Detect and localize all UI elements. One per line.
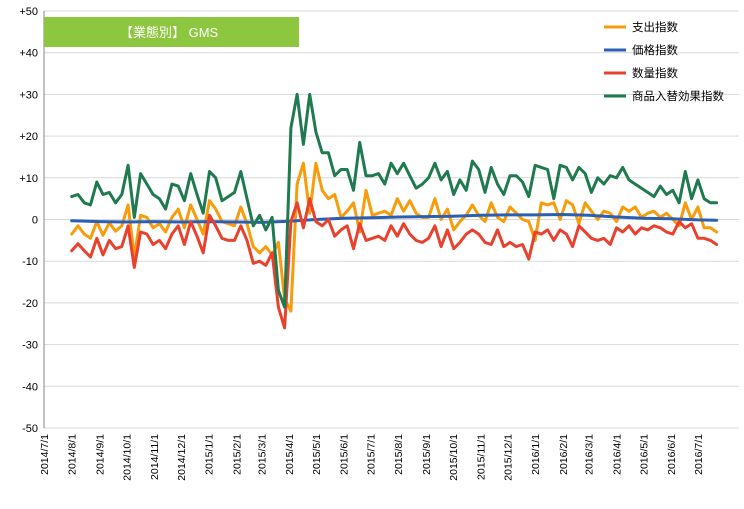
x-axis-ticks: 2014/7/1 2014/8/1 2014/9/1 2014/10/1 2014/11… (39, 434, 705, 481)
series-lines (70, 92, 719, 330)
y-tick-label: +30 (19, 89, 38, 101)
x-tick-label: 2015/6/1 (339, 434, 351, 475)
x-tick-label: 2014/12/1 (176, 434, 188, 481)
legend-label: 価格指数 (632, 43, 678, 57)
y-tick-label: +40 (19, 48, 38, 60)
y-tick-label: 0 (32, 215, 38, 227)
series-line-1 (70, 161, 719, 313)
y-tick-label: -10 (22, 256, 38, 268)
y-tick-label: -30 (22, 340, 38, 352)
legend-label: 数量指数 (632, 66, 678, 80)
y-axis-ticks: +50 +40 +30 +20 +10 0 -10 -20 -30 -40 -50 (19, 6, 38, 435)
x-tick-label: 2014/9/1 (94, 434, 106, 475)
x-tick-label: 2015/12/1 (502, 434, 514, 481)
y-tick-label: +20 (19, 131, 38, 143)
x-tick-label: 2014/7/1 (39, 434, 51, 475)
x-tick-label: 2014/8/1 (67, 434, 79, 475)
x-tick-label: 2016/7/1 (693, 434, 705, 475)
x-tick-label: 2016/2/1 (558, 434, 570, 475)
x-tick-label: 2016/1/1 (530, 434, 542, 475)
x-tick-label: 2016/4/1 (611, 434, 623, 475)
x-tick-label: 2015/4/1 (284, 434, 296, 475)
x-tick-label: 2015/8/1 (393, 434, 405, 475)
gridlines (44, 10, 739, 429)
x-tick-label: 2015/1/1 (204, 434, 216, 475)
title-background (44, 17, 299, 47)
x-tick-label: 2015/3/1 (256, 434, 268, 475)
chart-title: 【業態別】 GMS (120, 25, 219, 40)
y-tick-label: -40 (22, 381, 38, 393)
chart-title-box: 【業態別】 GMS (44, 17, 299, 47)
x-tick-label: 2015/2/1 (231, 434, 243, 475)
x-tick-label: 2015/5/1 (311, 434, 323, 475)
y-tick-label: +50 (19, 6, 38, 18)
x-tick-label: 2014/11/1 (149, 434, 161, 480)
y-tick-label: -20 (22, 298, 38, 310)
x-tick-label: 2015/11/1 (475, 434, 487, 480)
series-line-4 (70, 92, 719, 309)
x-tick-label: 2015/10/1 (448, 434, 460, 481)
series-line-3 (70, 197, 719, 330)
legend-label: 商品入替効果指数 (632, 89, 724, 103)
y-tick-label: +10 (19, 173, 38, 185)
x-tick-label: 2016/6/1 (666, 434, 678, 475)
y-tick-label: -50 (22, 423, 38, 435)
x-tick-label: 2016/3/1 (584, 434, 596, 475)
x-tick-label: 2015/7/1 (365, 434, 377, 475)
x-tick-label: 2015/9/1 (421, 434, 433, 475)
legend-label: 支出指数 (632, 20, 678, 34)
series-line-2 (70, 213, 719, 224)
x-tick-label: 2014/10/1 (121, 434, 133, 481)
x-tick-label: 2016/5/1 (638, 434, 650, 475)
